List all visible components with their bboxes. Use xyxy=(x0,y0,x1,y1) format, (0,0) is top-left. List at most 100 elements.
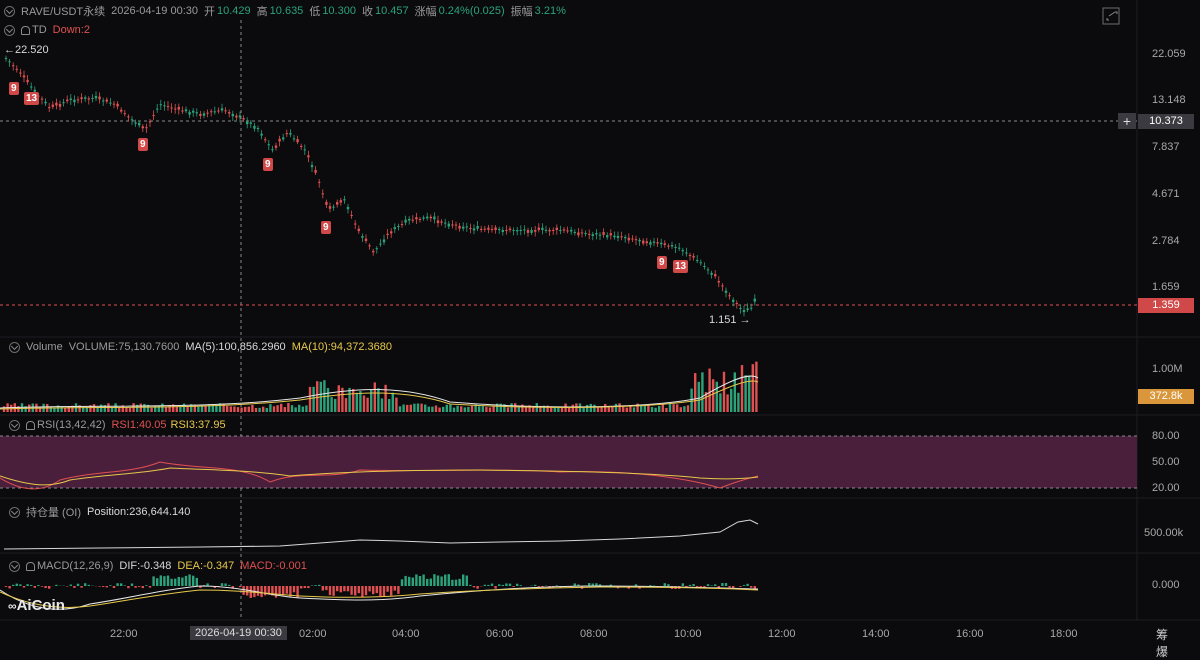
volume-bar xyxy=(402,405,404,412)
rsi1-value: RSI1:40.05 xyxy=(111,419,166,431)
macd-histogram-bar xyxy=(448,574,450,586)
macd-histogram-bar xyxy=(286,586,288,594)
add-alert-button[interactable]: + xyxy=(1118,113,1136,129)
candle-body xyxy=(12,65,14,66)
low-label: 低 xyxy=(309,3,320,19)
volume-bar xyxy=(453,408,455,412)
macd-histogram-bar xyxy=(343,586,345,591)
macd-histogram-bar xyxy=(131,584,133,586)
volume-bar xyxy=(345,398,347,412)
collapse-chevron-icon[interactable] xyxy=(9,420,20,431)
macd-histogram-bar xyxy=(739,586,741,587)
volume-bar xyxy=(514,403,516,412)
macd-histogram-bar xyxy=(30,585,32,586)
macd-dea-line xyxy=(0,587,758,607)
volume-bar xyxy=(618,403,620,412)
candle-body xyxy=(296,139,298,142)
chips-explode-tab[interactable]: 筹 爆 xyxy=(1156,626,1200,660)
candle-body xyxy=(620,236,622,237)
volume-bar xyxy=(237,407,239,412)
candle-body xyxy=(509,228,511,230)
collapse-chevron-icon[interactable] xyxy=(9,342,20,353)
candle-body xyxy=(185,109,187,111)
td-marker: 13 xyxy=(24,92,39,105)
td-status: Down:2 xyxy=(53,24,90,36)
rsi-header: RSI(13,42,42) RSI1:40.05 RSI3:37.95 xyxy=(9,419,226,431)
volume-bar xyxy=(179,407,181,412)
macd-histogram-bar xyxy=(239,586,241,587)
bell-icon[interactable] xyxy=(26,421,35,430)
macd-histogram-bar xyxy=(293,586,295,592)
close-value: 10.457 xyxy=(375,5,409,17)
volume-bar xyxy=(287,403,289,412)
candle-body xyxy=(480,229,482,230)
macd-histogram-bar xyxy=(484,585,486,586)
price-tick: 22.059 xyxy=(1152,48,1186,60)
collapse-chevron-icon[interactable] xyxy=(9,561,20,572)
candle-body xyxy=(311,165,313,167)
macd-histogram-bar xyxy=(725,583,727,586)
bell-icon[interactable] xyxy=(21,26,30,35)
candle-body xyxy=(329,206,331,209)
candle-body xyxy=(721,285,723,286)
candle-body xyxy=(358,229,360,231)
volume-bar xyxy=(298,405,300,412)
macd-histogram-bar xyxy=(386,586,388,592)
collapse-chevron-icon[interactable] xyxy=(4,6,15,17)
volume-bar xyxy=(204,406,206,412)
volume-bar xyxy=(334,399,336,412)
volume-bar xyxy=(572,405,574,412)
volume-bar xyxy=(140,404,142,412)
volume-bar xyxy=(658,406,660,412)
volume-bar xyxy=(384,385,386,412)
candle-body xyxy=(599,235,601,236)
oi-label: 持仓量 (OI) xyxy=(26,504,81,520)
candle-body xyxy=(246,122,248,125)
volume-bar xyxy=(737,393,739,412)
candle-body xyxy=(131,119,133,120)
high-value: 10.635 xyxy=(270,5,304,17)
candle-body xyxy=(466,226,468,227)
crosshair-time-tag: 2026-04-19 00:30 xyxy=(190,626,287,640)
datetime-label: 2026-04-19 00:30 xyxy=(111,5,198,17)
volume-bar xyxy=(64,408,66,412)
macd-histogram-bar xyxy=(520,585,522,586)
candle-body xyxy=(664,243,666,245)
min-price-marker: 1.151 → xyxy=(709,314,751,326)
collapse-chevron-icon[interactable] xyxy=(4,25,15,36)
macd-histogram-bar xyxy=(196,578,198,586)
volume-bar xyxy=(226,406,228,412)
candle-body xyxy=(394,227,396,229)
macd-histogram-bar xyxy=(142,586,144,588)
candle-body xyxy=(138,123,140,126)
macd-histogram-bar xyxy=(192,576,194,586)
volume-bar xyxy=(431,407,433,412)
volume-bar xyxy=(449,405,451,412)
collapse-chevron-icon[interactable] xyxy=(9,507,20,518)
fullscreen-icon[interactable] xyxy=(1103,8,1119,24)
candle-body xyxy=(23,75,25,77)
candle-body xyxy=(300,146,302,147)
candle-body xyxy=(451,224,453,225)
candle-body xyxy=(422,217,424,218)
macd-histogram-bar xyxy=(113,586,115,588)
volume-bar xyxy=(651,407,653,412)
bell-icon[interactable] xyxy=(26,562,35,571)
candle-body xyxy=(628,238,630,241)
candle-body xyxy=(278,139,280,142)
volume-bar xyxy=(672,404,674,412)
macd-histogram-bar xyxy=(48,586,50,589)
volume-bar xyxy=(482,406,484,412)
candle-body xyxy=(728,295,730,296)
macd-histogram-bar xyxy=(746,584,748,586)
macd-histogram-bar xyxy=(206,583,208,586)
volume-bar xyxy=(255,408,257,412)
candle-body xyxy=(523,229,525,230)
candle-body xyxy=(581,232,583,233)
time-tick: 22:00 xyxy=(110,628,138,640)
candle-body xyxy=(559,230,561,231)
macd-histogram-bar xyxy=(444,575,446,586)
oi-header: 持仓量 (OI) Position:236,644.140 xyxy=(9,504,190,520)
volume-bar xyxy=(435,405,437,412)
